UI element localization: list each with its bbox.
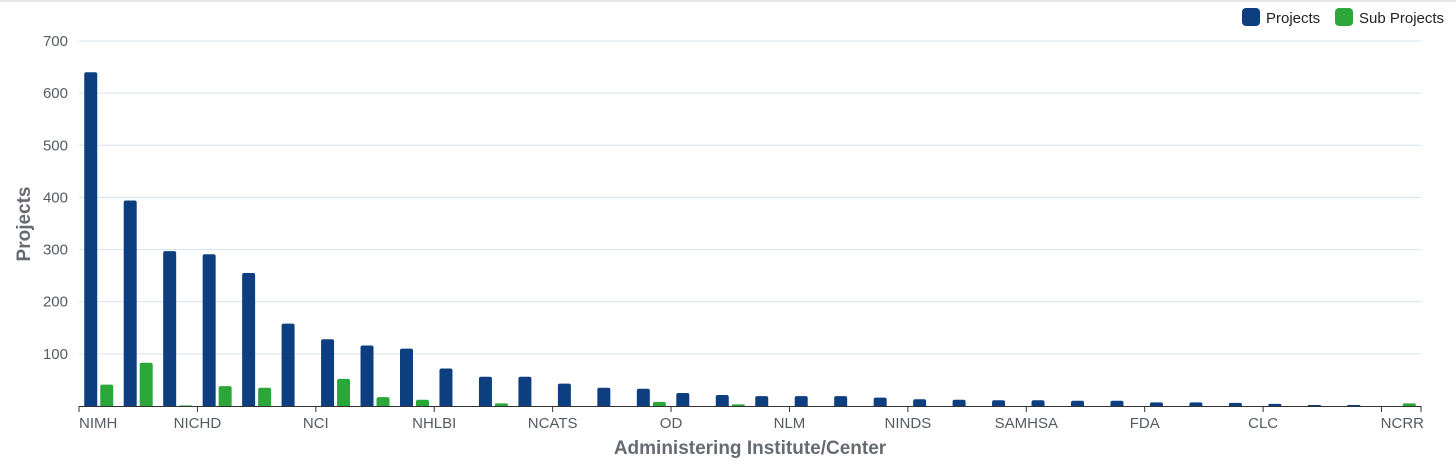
projects-bar[interactable] [676,392,690,406]
sub-projects-bar[interactable] [494,403,508,406]
x-tick-label: FDA [1130,415,1160,432]
y-tick-label: 400 [43,189,68,206]
x-tick-label: NICHD [174,415,222,432]
sub-projects-bar[interactable] [416,399,429,406]
top-border [0,0,1456,2]
projects-bar[interactable] [1110,400,1124,406]
x-tick-label: NCATS [528,415,578,432]
legend-item-projects[interactable]: Projects [1242,8,1320,27]
grid-lines [79,40,1421,355]
projects-bar[interactable] [242,273,256,406]
projects-bar[interactable] [1071,400,1084,406]
projects-bar[interactable] [281,323,295,406]
projects-bar[interactable] [439,368,453,406]
y-tick-label: 700 [43,33,68,50]
projects-bar[interactable] [360,345,374,406]
projects-bar[interactable] [794,396,808,406]
x-tick-label: OD [660,415,683,432]
projects-bar[interactable] [1347,404,1361,406]
projects-bar[interactable] [992,400,1006,406]
x-axis-title: Administering Institute/Center [614,438,887,459]
projects-bar[interactable] [715,395,729,406]
sub-projects-bar[interactable] [731,404,745,406]
sub-projects-bar[interactable] [376,397,390,406]
sub-projects-bar[interactable] [100,384,114,406]
projects-bar[interactable] [202,254,216,406]
projects-bar[interactable] [834,396,848,406]
projects-bar[interactable] [636,388,650,406]
projects-bar[interactable] [478,376,492,406]
legend-swatch-projects [1242,8,1260,26]
projects-bar[interactable] [1031,400,1045,406]
sub-projects-bar[interactable] [652,401,666,406]
projects-bar[interactable] [557,383,571,406]
tick-labels: 100 200 300 400 500 600 700 NIMH NICHD NCI NHLBI NC… [43,33,1424,432]
projects-bar[interactable] [321,339,335,406]
legend[interactable]: Projects Sub Projects [1242,8,1444,27]
x-tick-label: NCRR [1381,415,1424,432]
projects-bar[interactable] [1228,402,1242,406]
sub-projects-bar[interactable] [258,387,272,406]
projects-bar[interactable] [1307,404,1321,406]
projects-bar[interactable] [1149,402,1163,406]
projects-bar[interactable] [123,200,137,406]
x-tick-label: NINDS [885,415,932,432]
projects-bar[interactable] [755,396,769,406]
sub-projects-bar[interactable] [337,378,351,406]
y-tick-label: 600 [43,85,68,102]
bars [84,72,1416,407]
y-axis-title: Projects [14,187,35,262]
sub-projects-bar[interactable] [218,386,232,406]
axes [78,406,1422,412]
projects-bar[interactable] [597,387,611,406]
sub-projects-bar[interactable] [1402,403,1416,406]
projects-bar[interactable] [163,251,177,406]
projects-bar[interactable] [1268,403,1282,406]
x-tick-label: CLC [1248,415,1278,432]
projects-bar[interactable] [913,399,927,406]
sub-projects-bar[interactable] [179,405,193,406]
legend-item-sub-projects[interactable]: Sub Projects [1335,8,1444,27]
projects-bar[interactable] [518,376,532,406]
legend-label-sub-projects: Sub Projects [1359,10,1444,27]
projects-bar[interactable] [1189,402,1203,406]
y-tick-label: 300 [43,242,68,259]
x-tick-label: NHLBI [412,415,456,432]
x-tick-label: SAMHSA [995,415,1058,432]
legend-swatch-sub-projects [1335,8,1353,26]
x-tick-label: NLM [774,415,806,432]
sub-projects-bar[interactable] [139,362,153,406]
projects-bar[interactable] [952,399,966,406]
legend-label-projects: Projects [1266,10,1320,27]
projects-bar[interactable] [873,397,887,406]
x-tick-label: NIMH [79,415,117,432]
y-tick-label: 100 [43,346,68,363]
x-tick-label: NCI [303,415,329,432]
y-tick-label: 200 [43,294,68,311]
projects-bar[interactable] [400,348,413,406]
y-tick-label: 500 [43,137,68,154]
projects-bar[interactable] [84,72,98,407]
